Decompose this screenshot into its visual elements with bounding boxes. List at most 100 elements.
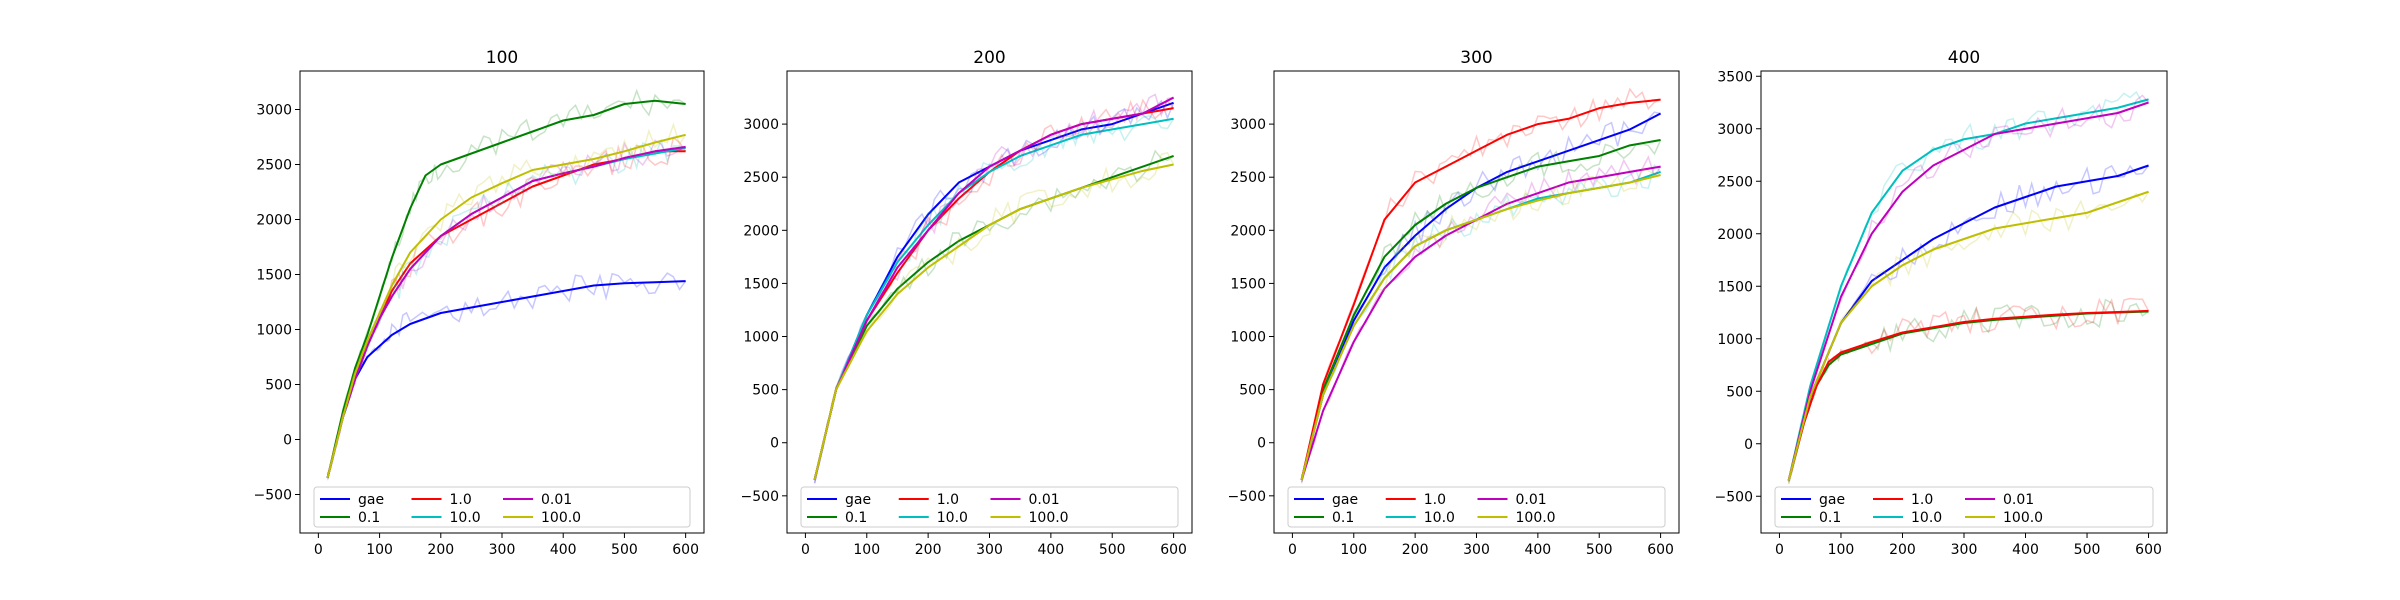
series-line-gae xyxy=(326,280,686,479)
y-tick-label: 2500 xyxy=(1717,174,1753,190)
series-line-0.1 xyxy=(1300,139,1661,481)
x-tick-label: 0 xyxy=(801,542,810,558)
series-line-0.1 xyxy=(1787,310,2149,481)
chart-panel-3: 400 0 100 200 300 400 500 600 −500 0 500 1000 1500 20… xyxy=(1715,48,2168,558)
y-tick-label: −500 xyxy=(1228,489,1266,505)
axes-frame xyxy=(1273,70,1680,534)
series-line-1.0 xyxy=(1787,309,2149,481)
series-line-100.0 xyxy=(1787,190,2149,481)
legend-label-0.1: 0.1 xyxy=(1332,510,1354,526)
series-noise-100.0 xyxy=(1300,168,1661,484)
y-tick-label: 3000 xyxy=(1230,117,1266,133)
x-tick-label: 600 xyxy=(672,542,699,558)
x-tick-label: 500 xyxy=(611,542,638,558)
legend-label-10.0: 10.0 xyxy=(450,510,481,526)
x-tick-label: 400 xyxy=(2012,542,2039,558)
legend-label-gae: gae xyxy=(1332,492,1358,508)
y-tick-label: 1000 xyxy=(256,323,292,339)
y-tick-label: 0 xyxy=(1257,436,1266,452)
series-noise-100.0 xyxy=(813,151,1175,478)
chart-title: 200 xyxy=(973,48,1005,68)
chart-panel-0: 1000 100 200 300 400 500 600−50005001000150020… xyxy=(254,48,705,558)
x-tick-label: 500 xyxy=(1099,542,1126,558)
series-noise-1.0 xyxy=(1788,297,2150,479)
x-tick-label: 600 xyxy=(2135,542,2162,558)
legend-label-gae: gae xyxy=(358,492,384,508)
x-tick-label: 200 xyxy=(1889,542,1916,558)
y-tick-label: 0 xyxy=(1744,437,1753,453)
legend-label-100.0: 100.0 xyxy=(1516,510,1556,526)
legend-label-1.0: 1.0 xyxy=(1424,492,1446,508)
y-tick-label: 2500 xyxy=(743,170,779,186)
series-noise-gae xyxy=(326,272,687,475)
legend-label-100.0: 100.0 xyxy=(2003,510,2043,526)
legend-label-100.0: 100.0 xyxy=(541,510,581,526)
y-tick-label: 2500 xyxy=(256,158,292,174)
y-tick-label: 500 xyxy=(1726,384,1753,400)
legend-label-0.1: 0.1 xyxy=(358,510,380,526)
series-line-0.01 xyxy=(813,96,1175,481)
legend-label-gae: gae xyxy=(845,492,871,508)
y-tick-label: 3000 xyxy=(743,117,779,133)
y-tick-label: 1500 xyxy=(256,268,292,284)
legend-label-10.0: 10.0 xyxy=(937,510,968,526)
x-tick-label: 100 xyxy=(853,542,880,558)
legend-label-0.1: 0.1 xyxy=(845,510,867,526)
y-tick-label: 1500 xyxy=(1230,276,1266,292)
y-tick-label: 2000 xyxy=(743,223,779,239)
x-tick-label: 300 xyxy=(1463,542,1490,558)
x-tick-label: 200 xyxy=(1402,542,1429,558)
y-tick-label: 0 xyxy=(770,436,779,452)
series-noise-100.0 xyxy=(1787,191,2150,484)
x-tick-label: 600 xyxy=(1647,542,1674,558)
x-tick-label: 300 xyxy=(976,542,1003,558)
y-tick-label: 0 xyxy=(283,433,292,449)
x-tick-label: 0 xyxy=(1288,542,1297,558)
y-tick-label: 2000 xyxy=(256,213,292,229)
legend-label-0.01: 0.01 xyxy=(2003,492,2034,508)
legend-box xyxy=(313,486,691,528)
x-tick-label: 100 xyxy=(1828,542,1855,558)
series-line-0.1 xyxy=(326,99,686,479)
series-line-100.0 xyxy=(326,133,686,479)
chart-panel-1: 2000 100 200 300 400 500 600−50005001000150020… xyxy=(741,48,1193,558)
chart-title: 300 xyxy=(1460,48,1492,68)
y-tick-label: 2500 xyxy=(1230,170,1266,186)
x-tick-label: 500 xyxy=(2074,542,2101,558)
series-noise-0.1 xyxy=(1300,139,1662,477)
legend-box xyxy=(1774,486,2154,528)
legend-box xyxy=(1287,486,1666,528)
y-tick-label: 1500 xyxy=(743,276,779,292)
series-line-10.0 xyxy=(813,117,1174,481)
series-noise-10.0 xyxy=(1787,90,2149,480)
legend-label-1.0: 1.0 xyxy=(1911,492,1933,508)
legend-label-100.0: 100.0 xyxy=(1029,510,1069,526)
legend-label-10.0: 10.0 xyxy=(1424,510,1455,526)
y-tick-label: 500 xyxy=(752,383,779,399)
x-tick-label: 400 xyxy=(1524,542,1551,558)
legend-label-0.01: 0.01 xyxy=(1029,492,1060,508)
series-line-0.01 xyxy=(326,145,686,479)
chart-title: 400 xyxy=(1948,48,1980,68)
x-tick-label: 500 xyxy=(1586,542,1613,558)
x-tick-label: 100 xyxy=(366,542,393,558)
legend-label-1.0: 1.0 xyxy=(937,492,959,508)
y-tick-label: 2000 xyxy=(1717,227,1753,243)
y-tick-label: 2000 xyxy=(1230,223,1266,239)
x-tick-label: 400 xyxy=(550,542,577,558)
x-tick-label: 300 xyxy=(489,542,516,558)
series-line-1.0 xyxy=(1300,98,1661,481)
series-noise-0.01 xyxy=(1787,94,2150,482)
series-line-0.01 xyxy=(1787,101,2149,481)
x-tick-label: 400 xyxy=(1037,542,1064,558)
axes-frame xyxy=(786,70,1193,534)
x-tick-label: 0 xyxy=(314,542,323,558)
y-tick-label: −500 xyxy=(1715,489,1753,505)
y-tick-label: 3500 xyxy=(1717,69,1753,85)
y-tick-label: 3000 xyxy=(1717,122,1753,138)
legend-label-gae: gae xyxy=(1819,492,1845,508)
y-tick-label: 1000 xyxy=(1717,332,1753,348)
x-tick-label: 100 xyxy=(1340,542,1367,558)
chart-title: 100 xyxy=(486,48,518,68)
